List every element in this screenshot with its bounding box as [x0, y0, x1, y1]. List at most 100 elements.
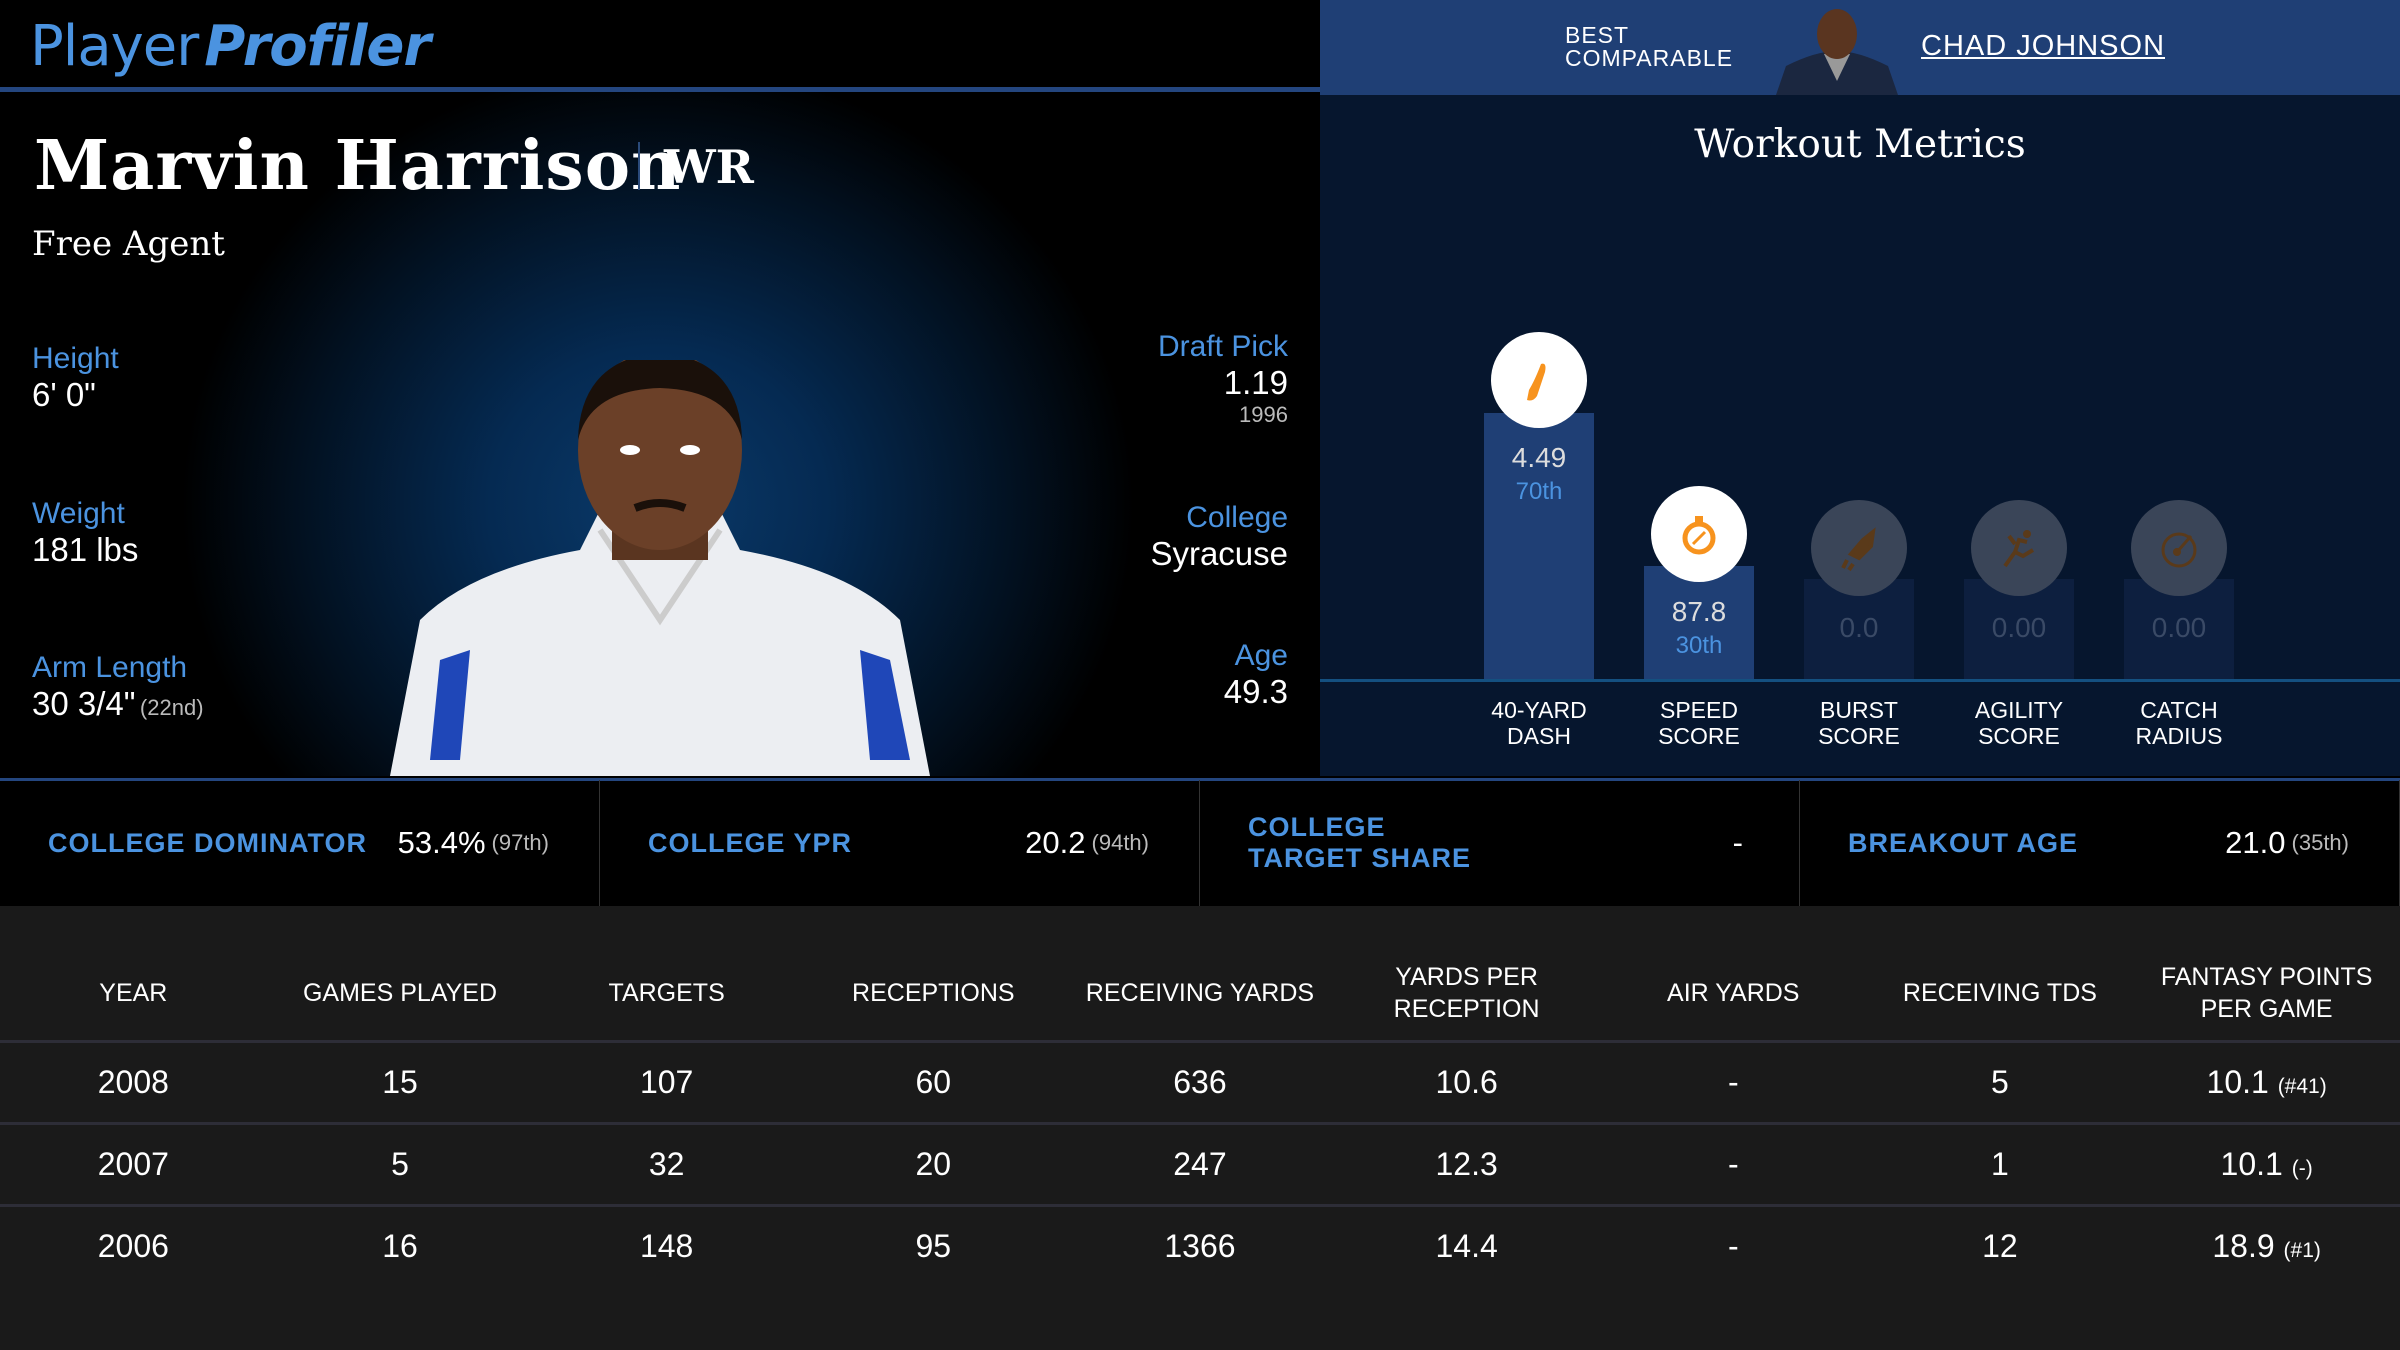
college-metric: COLLEGE DOMINATOR 53.4% (97th) [0, 780, 600, 906]
college-metric-value-group: 20.2 (94th) [1025, 780, 1149, 906]
college-metric-value-group: 21.0 (35th) [2225, 780, 2349, 906]
attr-weight: Weight 181 lbs [32, 497, 138, 569]
best-comparable-label: BEST COMPARABLE [1565, 24, 1733, 70]
gauge-icon [2131, 500, 2227, 596]
attr-college: College Syracuse [1150, 501, 1288, 573]
workout-value: 4.49 [1511, 442, 1567, 473]
playerprofiler-logo[interactable]: Player Profiler [30, 14, 431, 79]
attr-value: Syracuse [1150, 535, 1288, 572]
table-cell: 148 [639, 1228, 694, 1265]
label-line: SPEED [1660, 697, 1738, 723]
attr-value: 6' 0" [32, 376, 96, 413]
table-cell: 95 [915, 1228, 952, 1265]
workout-value: 0.0 [1839, 612, 1879, 643]
college-metric-label: COLLEGE YPR [648, 827, 853, 858]
shoe-icon [1491, 332, 1587, 428]
column-header[interactable]: RECEIVING YARDS [1066, 946, 1334, 1043]
workout-label: CATCH RADIUS [2099, 697, 2259, 749]
player-name: Marvin Harrison [34, 126, 682, 206]
college-metric-label: BREAKOUT AGE [1848, 827, 2079, 858]
college-metric-label: COLLEGE DOMINATOR [48, 827, 367, 858]
rocket-icon [1811, 500, 1907, 596]
label-line: BURST [1820, 697, 1898, 723]
college-metric-percentile: (97th) [491, 830, 549, 855]
column-header[interactable]: RECEPTIONS [799, 946, 1067, 1043]
attr-label: Age [1234, 639, 1288, 672]
fantasy-rank: (#41) [2277, 1074, 2327, 1098]
table-cell: 10.1 (-) [2133, 1123, 2400, 1207]
workout-label: BURST SCORE [1779, 697, 1939, 749]
workout-percentile: 30th [1675, 632, 1723, 659]
fantasy-rank: (-) [2291, 1156, 2313, 1180]
attr-label: Weight [32, 497, 125, 530]
fantasy-points: 18.9 [2212, 1228, 2275, 1265]
table-cell: 1366 [1164, 1228, 1236, 1265]
table-cell: 12 [1982, 1228, 2018, 1265]
table-cell: 5 [266, 1123, 534, 1207]
stopwatch-icon [1651, 486, 1747, 582]
label-line: SCORE [1818, 723, 1900, 749]
table-cell: - [1599, 1041, 1867, 1125]
college-metric-label: COLLEGE TARGET SHARE [1248, 812, 1472, 873]
attr-value: 181 lbs [32, 531, 139, 568]
comparable-player-link[interactable]: CHAD JOHNSON [1921, 30, 2166, 62]
table-cell: 14.4 [1435, 1228, 1498, 1265]
college-metric-percentile: (94th) [1091, 830, 1149, 855]
label-line: 40-YARD [1491, 697, 1587, 723]
college-metric-value: 53.4% [397, 825, 486, 860]
workout-value: 87.8 [1671, 596, 1727, 627]
label-line: AGILITY [1974, 697, 2064, 723]
draft-year: 1996 [1239, 402, 1288, 427]
column-header[interactable]: YEAR [0, 946, 267, 1043]
table-cell: 5 [1866, 1041, 2134, 1125]
column-header[interactable]: GAMES PLAYED [266, 946, 534, 1043]
column-header[interactable]: FANTASY POINTS PER GAME [2133, 946, 2400, 1043]
workout-percentile: 70th [1515, 478, 1563, 505]
attr-value: 49.3 [1223, 673, 1288, 710]
label-line: COMPARABLE [1565, 45, 1734, 71]
workout-bar [1644, 566, 1754, 680]
table-cell: 60 [799, 1041, 1067, 1125]
comparable-player-photo[interactable] [1776, 6, 1898, 95]
table-cell: 107 [533, 1041, 800, 1125]
column-header[interactable]: YARDS PER RECEPTION [1333, 946, 1600, 1043]
college-metric-value-group: 53.4% (97th) [398, 780, 549, 906]
workout-label: SPEED SCORE [1619, 697, 1779, 749]
table-row: 2007 5 32 20 247 12.3-1 10.1 (-) [0, 1123, 2400, 1207]
college-metric-value: - [1732, 825, 1743, 860]
table-cell: 2008 [0, 1041, 267, 1125]
attr-label: Height [32, 342, 119, 375]
runner-icon [1971, 500, 2067, 596]
attr-height: Height 6' 0" [32, 342, 119, 414]
workout-bar [1484, 413, 1594, 680]
attr-age: Age 49.3 [1224, 639, 1288, 711]
workout-value: 0.00 [2151, 612, 2207, 643]
player-photo [390, 360, 930, 776]
column-header[interactable]: AIR YARDS [1599, 946, 1867, 1043]
column-header[interactable]: TARGETS [533, 946, 800, 1043]
college-metric-value: 21.0 [2225, 825, 2286, 860]
college-metric: COLLEGE YPR 20.2 (94th) [600, 780, 1200, 906]
fantasy-rank: (#1) [2283, 1239, 2321, 1263]
table-cell: - [1599, 1123, 1867, 1207]
college-metric: BREAKOUT AGE 21.0 (35th) [1800, 780, 2400, 906]
logo-text-bold: Profiler [204, 14, 431, 79]
college-metrics-strip [0, 778, 2400, 906]
table-cell: 18.9 (#1) [2133, 1205, 2400, 1287]
player-position: WR [664, 140, 754, 194]
college-metric: COLLEGE TARGET SHARE - [1200, 780, 1800, 906]
table-cell: 2007 [0, 1123, 267, 1207]
workout-baseline [1320, 679, 2400, 682]
attr-label: Draft Pick [1157, 330, 1288, 363]
table-cell: 10.1 (#41) [2133, 1041, 2400, 1125]
table-cell: 20 [799, 1123, 1067, 1207]
column-header[interactable]: RECEIVING TDS [1866, 946, 2134, 1043]
workout-title: Workout Metrics [1694, 122, 2026, 167]
attr-arm-length: Arm Length 30 3/4" (22nd) [32, 651, 204, 723]
table-row: 2008 15 107 60 636 10.6-5 10.1 (#41) [0, 1041, 2400, 1125]
label-line: DASH [1507, 723, 1571, 749]
season-stats-table: YEAR GAMES PLAYED TARGETS RECEPTIONS RECEIVI… [0, 906, 2400, 1350]
fantasy-points: 10.1 [2220, 1145, 2283, 1182]
fantasy-points: 10.1 [2206, 1063, 2269, 1100]
name-divider [638, 142, 640, 190]
